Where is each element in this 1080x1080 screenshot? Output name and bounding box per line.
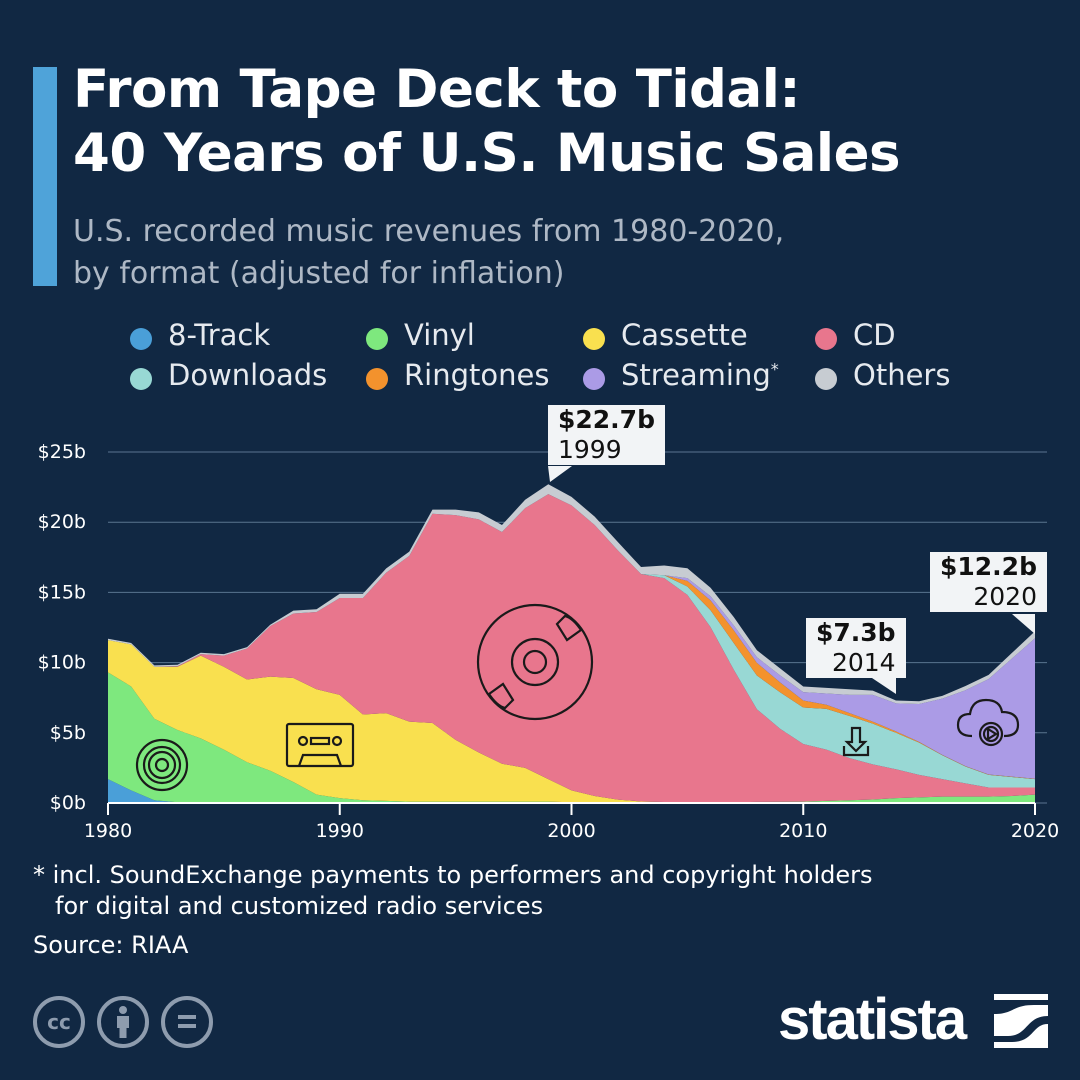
annotation-pointer xyxy=(1012,614,1035,634)
annotation-2014-low: $7.3b 2014 xyxy=(806,618,906,678)
cassette-icon xyxy=(285,722,355,768)
legend-swatch xyxy=(583,368,605,390)
area-vinyl xyxy=(108,672,1035,803)
title-accent-bar xyxy=(33,67,57,286)
legend-swatch xyxy=(130,368,152,390)
legend-label: Vinyl xyxy=(404,318,475,352)
annotation-year: 2014 xyxy=(831,648,896,677)
legend-swatch xyxy=(815,368,837,390)
x-tick-label: 2000 xyxy=(547,820,595,842)
footnote: * incl. SoundExchange payments to perfor… xyxy=(33,860,873,922)
source-label: Source: RIAA xyxy=(33,931,189,959)
legend-swatch xyxy=(583,328,605,350)
subtitle-line-1: U.S. recorded music revenues from 1980-2… xyxy=(73,214,785,249)
x-tick-label: 1980 xyxy=(84,820,132,842)
chart-title: From Tape Deck to Tidal: 40 Years of U.S… xyxy=(73,58,901,186)
area-streaming xyxy=(108,494,1035,779)
y-tick-label: $15b xyxy=(38,581,86,603)
cc-icon[interactable]: cc xyxy=(33,996,85,1048)
download-icon xyxy=(842,726,870,757)
legend-label: Downloads xyxy=(168,358,328,392)
cd-icon xyxy=(476,603,594,721)
footnote-line-1: * incl. SoundExchange payments to perfor… xyxy=(33,861,873,889)
area-downloads xyxy=(108,494,1035,788)
annotation-pointer xyxy=(548,466,572,482)
annotation-value: $7.3b xyxy=(816,618,896,647)
x-tick-label: 1990 xyxy=(316,820,364,842)
legend-swatch xyxy=(815,328,837,350)
annotation-1999-peak: $22.7b 1999 xyxy=(548,405,665,465)
legend-swatch xyxy=(366,368,388,390)
no-derivatives-icon[interactable] xyxy=(161,996,213,1048)
title-line-1: From Tape Deck to Tidal: xyxy=(73,59,801,120)
legend-label: 8-Track xyxy=(168,318,271,352)
vinyl-record-icon xyxy=(135,738,189,792)
legend-label: Ringtones xyxy=(404,358,550,392)
legend-label: Streaming* xyxy=(621,358,779,392)
brand-text: statista xyxy=(778,987,967,1052)
y-tick-label: $25b xyxy=(38,441,86,463)
subtitle-line-2: by format (adjusted for inflation) xyxy=(73,256,565,291)
annotation-pointer xyxy=(872,678,896,694)
attribution-icon[interactable] xyxy=(97,996,149,1048)
legend-swatch xyxy=(366,328,388,350)
y-tick-label: $5b xyxy=(50,722,86,744)
statista-logo[interactable]: statista xyxy=(778,986,967,1053)
x-tick-label: 2020 xyxy=(1011,820,1059,842)
y-tick-label: $0b xyxy=(50,792,86,814)
annotation-year: 2020 xyxy=(973,582,1037,611)
annotation-value: $12.2b xyxy=(940,552,1037,581)
annotation-year: 1999 xyxy=(558,435,622,464)
cloud-streaming-icon xyxy=(956,698,1020,747)
statista-logo-icon xyxy=(994,994,1048,1048)
legend-label: Others xyxy=(853,358,951,392)
annotation-2020: $12.2b 2020 xyxy=(930,552,1047,612)
title-line-2: 40 Years of U.S. Music Sales xyxy=(73,123,901,184)
y-tick-label: $20b xyxy=(38,511,86,533)
area-cd xyxy=(108,494,1035,803)
legend-label: CD xyxy=(853,318,896,352)
annotation-value: $22.7b xyxy=(558,405,655,434)
y-tick-label: $10b xyxy=(38,652,86,674)
cc-text: cc xyxy=(47,1010,71,1034)
footnote-line-2: for digital and customized radio service… xyxy=(55,892,544,920)
x-tick-label: 2010 xyxy=(779,820,827,842)
legend-swatch xyxy=(130,328,152,350)
legend-label: Cassette xyxy=(621,318,748,352)
chart-subtitle: U.S. recorded music revenues from 1980-2… xyxy=(73,211,784,295)
